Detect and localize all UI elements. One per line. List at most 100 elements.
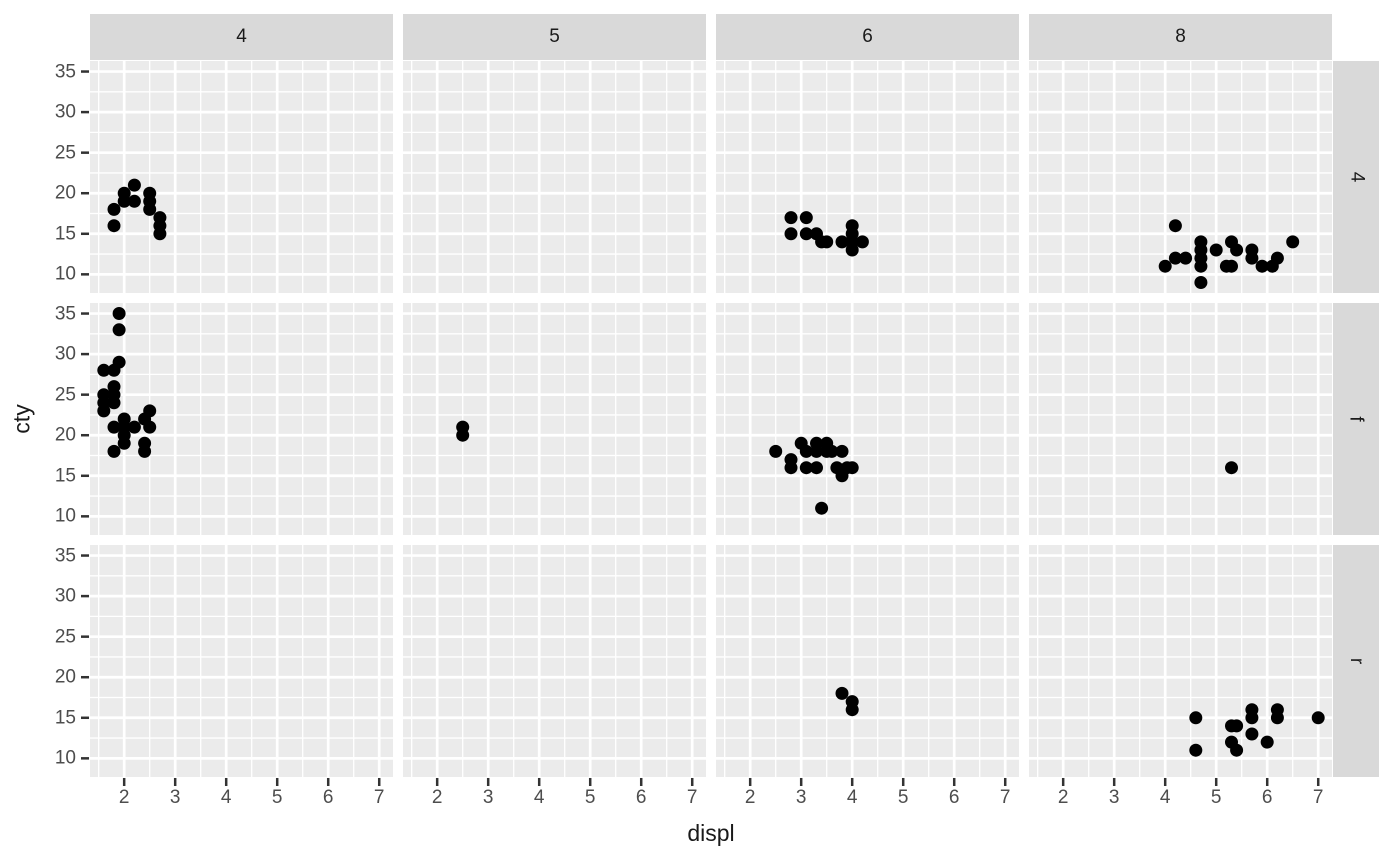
x-tick-label-2: 2: [744, 787, 756, 808]
y-tick-label-10: 10: [54, 747, 76, 769]
x-tick-label-6: 6: [635, 787, 647, 808]
data-point: [820, 235, 834, 249]
x-tick-label-4: 4: [1159, 787, 1171, 808]
facet-strip-row-f: f: [1333, 303, 1379, 535]
data-point: [835, 686, 849, 700]
panel-bg: [90, 303, 393, 535]
panel-bg: [403, 303, 706, 535]
data-point: [1311, 711, 1325, 725]
data-point: [1255, 259, 1269, 273]
x-tick-label-4: 4: [533, 787, 545, 808]
data-point: [138, 444, 152, 458]
data-point: [1189, 743, 1203, 757]
y-tick-label-10: 10: [54, 505, 76, 527]
facet-strip-label: 8: [1175, 26, 1186, 47]
x-tick-label-3: 3: [795, 787, 807, 808]
data-point: [107, 396, 121, 410]
y-tick-label-30: 30: [54, 343, 76, 365]
data-point: [1189, 711, 1203, 725]
panel-bg: [716, 545, 1019, 777]
data-point: [784, 211, 798, 225]
data-point: [1194, 276, 1208, 289]
x-tick-label-4: 4: [220, 787, 232, 808]
data-point: [784, 227, 798, 241]
x-tick-label-6: 6: [948, 787, 960, 808]
data-point: [769, 444, 783, 458]
data-point: [107, 202, 121, 216]
data-point: [1209, 243, 1223, 257]
data-point: [127, 178, 141, 192]
data-point: [835, 444, 849, 458]
data-point: [117, 194, 131, 208]
x-tick-label-3: 3: [1108, 787, 1120, 808]
x-tick-label-5: 5: [271, 787, 283, 808]
data-point: [97, 404, 111, 418]
data-point: [855, 235, 869, 249]
y-tick-label-15: 15: [54, 465, 76, 487]
data-point: [1230, 719, 1244, 733]
data-point: [117, 436, 131, 450]
data-point: [825, 444, 839, 458]
y-tick-label-15: 15: [54, 223, 76, 245]
data-point: [107, 420, 121, 434]
data-point: [799, 444, 813, 458]
data-point: [810, 444, 823, 458]
data-point: [1225, 259, 1238, 273]
data-point: [1230, 743, 1244, 757]
x-tick-label-2: 2: [431, 787, 443, 808]
panel-bg: [716, 61, 1019, 293]
data-point: [1168, 251, 1182, 265]
y-tick-label-25: 25: [54, 142, 76, 164]
facet-strip-col-6: 6: [716, 14, 1019, 60]
panel-bg: [403, 61, 706, 293]
x-tick-label-5: 5: [584, 787, 596, 808]
data-point: [107, 219, 121, 233]
panel-bg: [716, 303, 1019, 535]
facet-strip-label: 5: [549, 26, 560, 47]
data-point: [456, 428, 470, 442]
data-point: [143, 420, 157, 434]
y-tick-label-35: 35: [54, 545, 76, 567]
panel-bg: [403, 545, 706, 777]
y-tick-label-20: 20: [54, 182, 76, 204]
data-point: [1168, 219, 1182, 233]
x-tick-label-6: 6: [1261, 787, 1273, 808]
data-point: [1230, 243, 1244, 257]
data-point: [845, 703, 859, 717]
data-point: [1194, 259, 1208, 273]
facet-strip-row-4: 4: [1333, 61, 1379, 293]
panel-bg: [90, 61, 393, 293]
data-point: [1270, 711, 1284, 725]
data-point: [835, 469, 849, 483]
data-point: [1245, 711, 1259, 725]
data-point: [1245, 727, 1259, 741]
facet-strip-label: 6: [862, 26, 873, 47]
data-point: [107, 363, 121, 377]
panel-bg: [1029, 545, 1332, 777]
data-point: [810, 461, 823, 475]
y-axis-title: cty: [8, 404, 35, 434]
data-point: [1158, 259, 1172, 273]
y-tick-label-35: 35: [54, 61, 76, 83]
x-tick-label-7: 7: [999, 787, 1011, 808]
data-point: [1260, 735, 1274, 749]
x-tick-label-7: 7: [373, 787, 385, 808]
facet-strip-label: 4: [1345, 171, 1367, 183]
x-tick-label-2: 2: [1057, 787, 1069, 808]
y-tick-label-20: 20: [54, 666, 76, 688]
data-point: [1245, 251, 1259, 265]
data-point: [799, 227, 813, 241]
data-point: [153, 227, 167, 241]
y-tick-label-10: 10: [54, 263, 76, 285]
data-point: [97, 363, 111, 377]
x-tick-label-3: 3: [169, 787, 181, 808]
data-point: [107, 444, 121, 458]
data-point: [1270, 251, 1284, 265]
x-tick-label-6: 6: [322, 787, 334, 808]
x-axis-title: displ: [687, 820, 735, 846]
data-point: [127, 194, 141, 208]
x-tick-label-3: 3: [482, 787, 494, 808]
y-tick-label-30: 30: [54, 101, 76, 123]
data-point: [845, 243, 859, 257]
